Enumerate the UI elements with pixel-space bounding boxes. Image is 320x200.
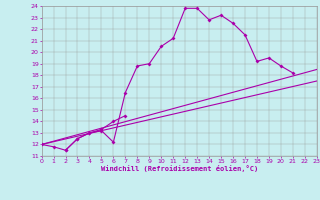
X-axis label: Windchill (Refroidissement éolien,°C): Windchill (Refroidissement éolien,°C): [100, 165, 258, 172]
